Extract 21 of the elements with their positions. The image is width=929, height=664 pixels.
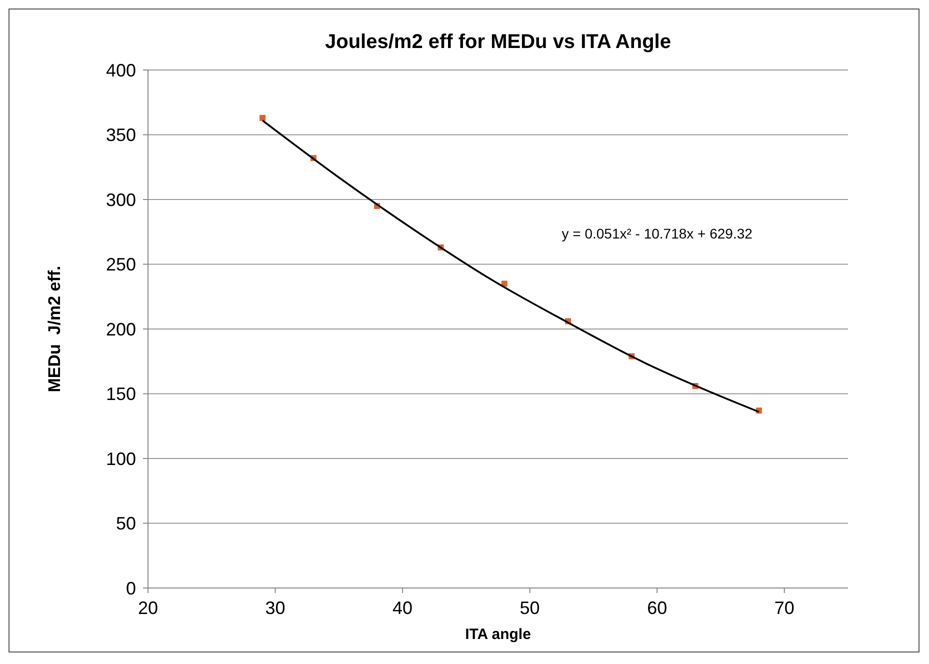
y-tick-label: 200 <box>106 319 136 340</box>
y-tick-label: 0 <box>126 578 136 598</box>
y-tick-label: 250 <box>106 254 136 275</box>
y-tick-label: 300 <box>106 190 136 210</box>
x-axis-title: ITA angle <box>465 626 531 643</box>
point <box>501 280 508 287</box>
y-tick-label: 100 <box>106 448 136 469</box>
chart-title: Joules/m2 eff for MEDu vs ITA Angle <box>325 31 671 53</box>
point <box>260 114 266 121</box>
y-tick-label: 50 <box>116 514 136 534</box>
x-tick-label: 50 <box>520 598 540 618</box>
y-tick-label: 400 <box>106 60 136 80</box>
y-tick-label: 350 <box>106 125 136 146</box>
y-tick-label: 150 <box>106 384 136 404</box>
x-tick-label: 70 <box>774 598 794 618</box>
annotation: y = 0.051x² - 10.718x + 629.32 <box>562 225 753 242</box>
x-tick-label: 60 <box>647 598 668 618</box>
x-tick-label: 40 <box>392 598 413 618</box>
y-axis-title: MEDu J/m2 eff. <box>45 266 64 392</box>
x-tick-label: 20 <box>138 598 158 618</box>
x-tick-label: 30 <box>265 598 286 618</box>
